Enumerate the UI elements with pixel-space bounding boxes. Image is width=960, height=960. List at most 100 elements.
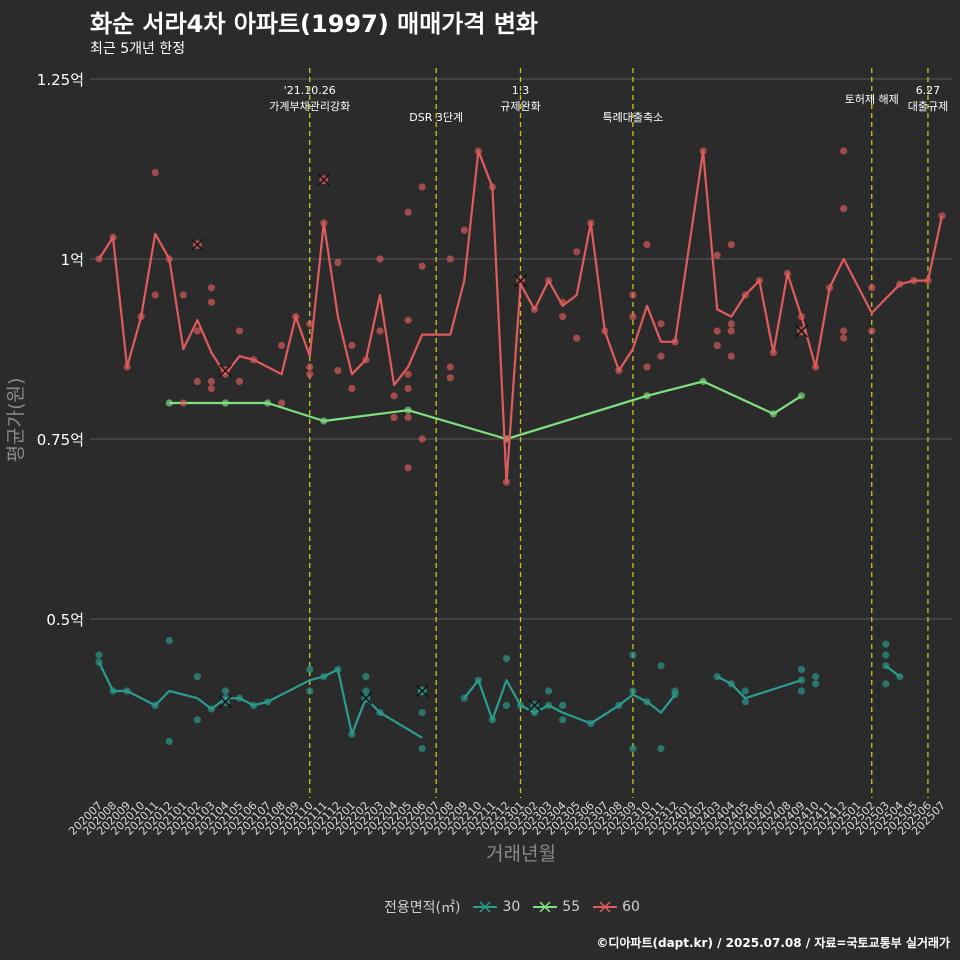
legend-key-55 [533,901,558,913]
data-point-30 [502,655,511,663]
data-point-60 [629,291,637,299]
data-point-30 [221,687,230,695]
cross-marker-30 [528,698,542,712]
legend: 전용면적(㎡) 30 55 60 [384,897,646,917]
data-point-60 [179,291,187,299]
source-caption: ©디아파트(dapt.kr) / 2025.07.08 / 자료=국토교통부 실… [596,936,950,950]
data-point-30 [882,680,890,688]
data-point-30 [629,745,637,753]
data-point-60 [334,259,342,267]
data-point-30 [657,662,665,670]
data-point-60 [404,208,412,216]
policy-annotation: 토허제 해제 [845,92,899,106]
data-point-60 [193,377,201,385]
cross-marker-30 [359,691,373,705]
data-point-60 [179,399,187,407]
data-point-60 [446,363,454,371]
legend-key-30 [473,901,498,913]
x-axis-title: 거래년월 [486,843,556,865]
data-point-30 [811,673,820,681]
data-point-30 [362,687,370,695]
data-point-60 [207,377,215,385]
series-line-30 [885,664,901,678]
data-point-60 [334,367,342,375]
chart-title: 화순 서라4차 아파트(1997) 매매가격 변화 [90,10,538,38]
data-point-30 [741,698,749,706]
data-point-30 [193,673,201,681]
data-point-30 [559,716,567,724]
data-point-60 [573,248,581,256]
cross-marker-60 [218,364,232,378]
data-point-60 [376,327,384,335]
data-point-60 [840,205,848,213]
cross-marker-30 [415,684,429,698]
data-point-60 [278,341,286,349]
data-point-60 [306,370,314,378]
cross-marker-60 [317,173,331,187]
data-point-60 [390,392,398,400]
data-point-30 [165,637,173,645]
data-point-60 [306,363,314,371]
series-line-30 [463,679,676,725]
data-point-60 [573,334,581,342]
data-point-60 [348,385,356,393]
data-point-60 [840,147,848,155]
policy-annotation: 1.3 [512,84,530,97]
data-point-60 [713,251,721,259]
data-point-60 [713,327,721,335]
data-point-30 [559,701,567,710]
legend-label-30: 30 [502,899,521,915]
data-point-60 [727,327,735,335]
cross-marker-60 [190,238,204,252]
data-point-30 [502,701,511,710]
data-point-30 [741,687,749,695]
data-point-30 [882,640,890,648]
data-point-60 [207,385,215,393]
data-point-30 [193,716,201,724]
series-line-55 [169,380,803,441]
data-point-30 [629,687,637,695]
legend-label-60: 60 [622,899,640,915]
legend-item-55: 55 [532,899,586,915]
data-point-60 [840,334,848,342]
data-point-60 [727,352,735,360]
data-point-30 [657,745,665,753]
data-point-60 [193,327,201,335]
data-point-30 [306,687,314,695]
data-point-30 [362,673,370,681]
data-point-60 [868,327,876,335]
legend-item-60: 60 [592,899,646,915]
policy-annotation: 6.27 [916,84,941,97]
data-point-60 [727,320,735,328]
policy-annotation: 규제완화 [500,100,540,113]
data-point-55 [165,399,173,407]
data-point-60 [938,212,946,220]
data-point-30 [797,687,806,695]
policy-annotation: 대출규제 [908,100,948,113]
y-tick-label: 0.75억 [37,431,84,449]
data-point-60 [643,363,651,371]
data-point-60 [629,313,637,321]
data-point-60 [207,298,215,306]
data-point-60 [559,313,567,321]
data-point-60 [404,464,412,472]
data-point-30 [797,665,806,674]
chart-subtitle: 최근 5개년 한정 [90,41,186,57]
data-point-60 [376,255,384,263]
data-point-60 [713,341,721,349]
data-point-60 [657,352,665,360]
data-point-30 [165,737,173,746]
data-point-60 [460,226,468,234]
legend-title: 전용면적(㎡) [384,900,461,916]
data-point-60 [404,370,412,378]
data-point-60 [404,385,412,393]
policy-annotation: '21.10.26 [284,84,336,97]
data-point-60 [446,255,454,263]
data-point-60 [235,327,244,335]
series-layer [95,147,946,753]
data-point-60 [278,399,286,407]
data-point-60 [418,262,426,270]
data-point-60 [643,241,651,249]
